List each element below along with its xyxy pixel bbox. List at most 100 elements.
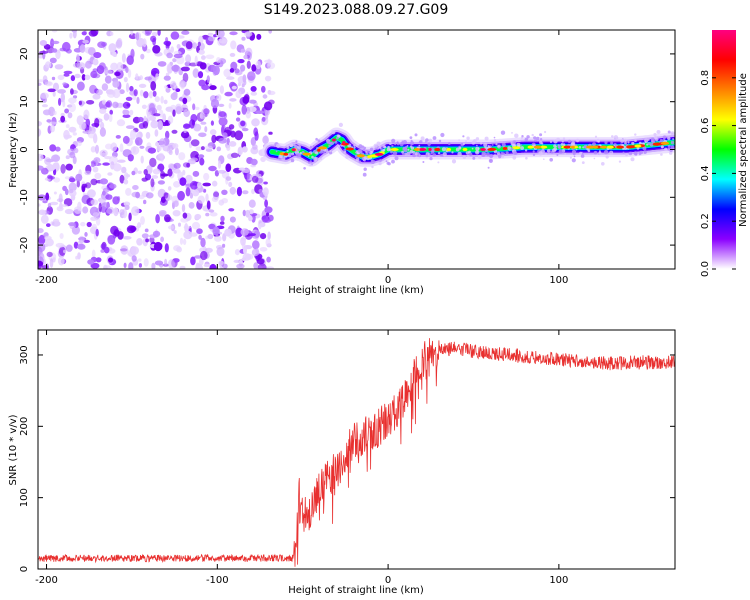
noise-blob	[210, 120, 214, 126]
track-speckle	[391, 159, 395, 164]
noise-blob	[170, 31, 180, 40]
noise-blob	[57, 74, 65, 81]
noise-blob	[68, 97, 77, 104]
track-speckle	[625, 154, 627, 157]
track-speckle	[520, 144, 523, 146]
noise-blob	[216, 245, 223, 250]
noise-blob	[103, 265, 112, 269]
noise-blob	[250, 91, 258, 96]
noise-blob	[192, 170, 200, 177]
track-speckle	[365, 152, 369, 156]
noise-blob	[136, 96, 140, 105]
noise-blob	[157, 30, 161, 36]
track-speckle	[414, 152, 418, 156]
track-speckle	[451, 151, 454, 154]
noise-blob	[167, 115, 174, 125]
spectrogram-xlabel: Height of straight line (km)	[288, 285, 424, 296]
track-speckle	[561, 140, 564, 143]
track-speckle	[593, 157, 596, 160]
noise-blob	[148, 91, 153, 99]
noise-blob	[82, 39, 89, 44]
track-speckle	[572, 152, 576, 156]
noise-blob	[98, 62, 106, 70]
noise-blob	[76, 115, 84, 126]
track-speckle	[315, 137, 318, 141]
track-speckle	[439, 154, 442, 157]
track-speckle	[373, 143, 378, 148]
figure-title: S149.2023.088.09.27.G09	[264, 2, 449, 18]
noise-blob	[211, 134, 217, 144]
noise-blob	[93, 52, 102, 59]
noise-blob	[241, 104, 247, 115]
noise-blob	[261, 85, 266, 93]
noise-blob	[129, 85, 134, 92]
track-hotspot	[374, 152, 384, 156]
noise-blob	[73, 206, 82, 214]
noise-blob	[177, 190, 186, 201]
track-speckle	[562, 143, 566, 146]
track-speckle	[536, 136, 540, 141]
noise-blob	[73, 147, 79, 154]
track-speckle	[290, 158, 295, 163]
noise-blob	[45, 238, 54, 247]
noise-blob	[259, 222, 266, 228]
track-speckle	[549, 140, 553, 143]
noise-blob	[183, 109, 190, 118]
noise-blob	[84, 74, 91, 81]
noise-blob	[240, 237, 247, 242]
noise-blob	[51, 220, 61, 227]
noise-blob	[99, 178, 108, 185]
track-speckle	[625, 142, 627, 144]
noise-blob	[39, 50, 49, 55]
track-speckle	[634, 133, 637, 136]
track-hotspot	[534, 145, 542, 149]
track-speckle	[457, 151, 462, 157]
track-speckle	[618, 160, 622, 163]
noise-blob	[77, 252, 81, 260]
noise-blob	[263, 101, 273, 111]
noise-blob	[155, 141, 160, 147]
noise-blob	[129, 109, 134, 116]
noise-blob	[201, 146, 205, 151]
noise-blob	[252, 144, 258, 150]
track-speckle	[357, 149, 362, 153]
track-hotspot	[606, 145, 614, 149]
noise-blob	[267, 231, 271, 240]
noise-blob	[262, 94, 268, 99]
track-speckle	[376, 141, 381, 146]
noise-blob	[99, 127, 106, 137]
noise-blob	[57, 89, 66, 94]
noise-blob	[163, 99, 168, 105]
track-speckle	[296, 153, 301, 158]
track-speckle	[391, 138, 396, 143]
noise-blob	[48, 121, 58, 125]
xtick-label: -100	[206, 575, 229, 586]
noise-blob	[183, 128, 187, 133]
noise-blob	[242, 190, 249, 195]
noise-blob	[61, 204, 68, 208]
noise-blob	[159, 211, 166, 217]
track-speckle	[337, 144, 341, 148]
noise-blob	[159, 109, 164, 118]
noise-blob	[68, 126, 77, 133]
track-hotspot	[331, 138, 336, 142]
track-speckle	[661, 145, 664, 149]
track-speckle	[483, 142, 488, 148]
noise-blob	[145, 238, 150, 243]
noise-blob	[143, 199, 147, 205]
noise-blob	[244, 31, 253, 37]
noise-blob	[144, 76, 152, 81]
noise-blob	[116, 159, 126, 163]
noise-blob	[255, 110, 265, 114]
noise-blob	[185, 54, 192, 64]
colorbar-tick-label: 0.0	[700, 261, 711, 277]
noise-blob	[103, 246, 110, 254]
noise-blob	[192, 68, 199, 78]
track-speckle	[451, 159, 457, 164]
track-speckle	[430, 152, 433, 155]
track-speckle	[315, 151, 319, 155]
noise-blob	[212, 226, 220, 236]
noise-blob	[59, 233, 64, 239]
noise-blob	[135, 191, 141, 199]
noise-blob	[218, 103, 225, 107]
